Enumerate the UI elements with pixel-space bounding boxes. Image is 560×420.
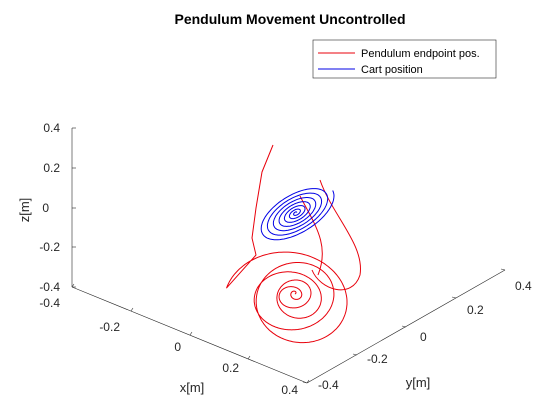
z-tick-labels: 0.4 0.2 0 -0.2 -0.4 [39, 121, 60, 294]
x-tick-label: 0.4 [281, 383, 298, 397]
x-tick-label: -0.4 [39, 296, 60, 310]
x-tick [247, 355, 251, 360]
x-tick-label: 0.2 [222, 361, 239, 375]
y-ticks [302, 268, 506, 384]
y-tick [352, 353, 358, 356]
x-axis-line [71, 286, 308, 384]
y-tick-label: -0.4 [318, 378, 339, 392]
legend-box [312, 39, 497, 79]
z-tick-label: -0.4 [39, 280, 60, 294]
x-ticks [71, 283, 310, 384]
plot-area [226, 144, 361, 344]
legend-label-cart: Cart position [361, 64, 423, 76]
z-tick-label: 0.2 [43, 161, 60, 175]
series-line-pendulum-endpoint [226, 144, 361, 344]
y-tick-label: 0.4 [515, 279, 532, 293]
z-axis-label: z[m] [17, 198, 32, 223]
y-tick [451, 296, 457, 299]
y-tick [500, 268, 506, 271]
y-tick-labels: -0.4 -0.2 0 0.2 0.4 [318, 279, 532, 392]
z-tick-label: 0 [42, 201, 49, 215]
z-tick-label: -0.2 [39, 240, 60, 254]
series-line-cart-position [260, 188, 335, 241]
x-tick-label: -0.2 [99, 320, 120, 334]
y-tick [302, 381, 308, 384]
y-tick-label: -0.2 [367, 352, 388, 366]
x-tick-label: 0 [174, 340, 181, 354]
x-tick [71, 283, 75, 288]
z-ticks [72, 127, 76, 288]
z-tick-label: 0.4 [43, 121, 60, 135]
y-tick-label: 0 [420, 330, 427, 344]
x-tick [130, 307, 134, 312]
chart-title: Pendulum Movement Uncontrolled [174, 11, 405, 27]
legend-label-pendulum: Pendulum endpoint pos. [361, 48, 480, 60]
y-axis-line [306, 269, 506, 384]
x-tick [306, 379, 310, 384]
x-tick [189, 331, 193, 336]
legend: Pendulum endpoint pos. Cart position [312, 39, 497, 79]
x-tick-labels: -0.4 -0.2 0 0.2 0.4 [39, 296, 298, 397]
y-tick [401, 325, 407, 328]
x-axis-label: x[m] [180, 380, 205, 395]
y-tick-label: 0.2 [467, 303, 484, 317]
y-axis-label: y[m] [406, 375, 431, 390]
